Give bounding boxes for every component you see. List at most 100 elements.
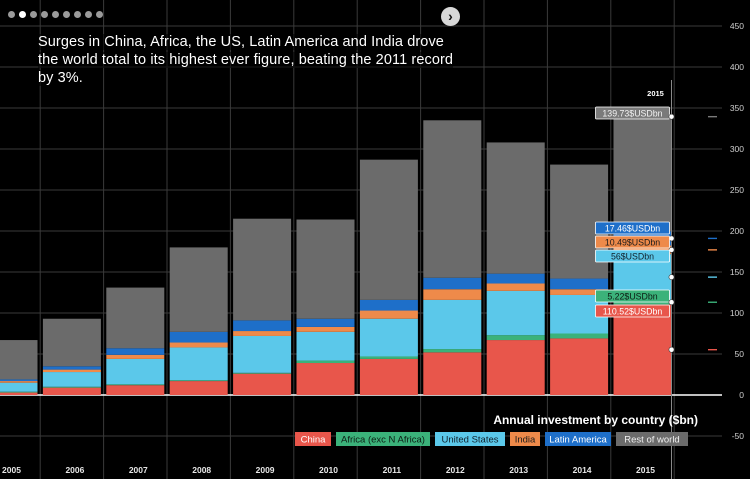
- bar-segment-us-2007: [106, 358, 165, 385]
- bar-segment-rest-2012: [423, 120, 482, 278]
- legend-label-india: India: [515, 435, 536, 446]
- bar-segment-rest-2007: [106, 287, 165, 349]
- bar-segment-us-2011: [359, 318, 418, 357]
- bar-segment-rest-2011: [359, 159, 418, 300]
- legend-item-rest: [616, 432, 688, 446]
- bar-segment-china-2013: [486, 340, 545, 395]
- bar-segment-rest-2009: [233, 218, 292, 321]
- value-tag-latam: [595, 221, 670, 235]
- bar-segment-africa-2014: [550, 333, 609, 339]
- bar-segment-china-2005: [0, 392, 38, 395]
- bar-segment-china-2015: [613, 304, 672, 395]
- caption-text: Surges in China, Africa, the US, Latin A…: [38, 34, 454, 86]
- bar-segment-us-2009: [233, 335, 292, 373]
- bar-segment-latam-2009: [233, 320, 292, 332]
- chart-title: Annual investment by country ($bn): [493, 413, 698, 427]
- pager-dot[interactable]: [85, 11, 92, 18]
- bar-segment-latam-2005: [0, 379, 38, 382]
- bar-segment-china-2011: [359, 358, 418, 395]
- bar-segment-china-2009: [233, 373, 292, 395]
- bar-segment-africa-2007: [106, 384, 165, 386]
- x-tick-label: 2005: [2, 465, 21, 475]
- y-tick-label: 0: [739, 390, 744, 400]
- value-marker-us: [668, 274, 675, 281]
- legend-item-latam: [545, 432, 611, 446]
- x-tick-label: 2011: [383, 465, 402, 475]
- bar-segment-rest-2008: [169, 247, 228, 332]
- pager-dot[interactable]: [63, 11, 70, 18]
- value-tag-us: [595, 249, 670, 263]
- legend-label-china: China: [301, 435, 327, 446]
- bar-segment-us-2008: [169, 347, 228, 381]
- legend-label-africa: Africa (exc N Africa): [341, 435, 425, 446]
- pager-dot[interactable]: [96, 11, 103, 18]
- next-slide-button[interactable]: ›: [441, 7, 460, 26]
- legend-item-us: [435, 432, 505, 446]
- bar-segment-latam-2007: [106, 348, 165, 355]
- pager-dot[interactable]: [52, 11, 59, 18]
- legend-item-india: [510, 432, 540, 446]
- bar-segment-us-2005: [0, 382, 38, 392]
- bar-segment-india-2012: [423, 289, 482, 300]
- bar-segment-latam-2006: [42, 366, 101, 370]
- bar-segment-india-2007: [106, 354, 165, 359]
- y-tick-label: -50: [732, 431, 745, 441]
- value-tag-text-latam: 17.46$USDbn: [605, 224, 660, 234]
- bar-segment-latam-2014: [550, 278, 609, 290]
- x-tick-label: 2010: [319, 465, 338, 475]
- y-tick-label: 100: [730, 308, 744, 318]
- highlight-year-label: 2015: [647, 89, 664, 98]
- bar-segment-latam-2008: [169, 331, 228, 343]
- bar-segment-rest-2015: [613, 116, 672, 232]
- legend-label-us: United States: [441, 435, 498, 446]
- bar-segment-china-2007: [106, 385, 165, 395]
- bar-segment-latam-2013: [486, 273, 545, 284]
- bar-segment-india-2010: [296, 326, 355, 332]
- bar-segment-us-2010: [296, 331, 355, 361]
- bar-segment-india-2005: [0, 381, 38, 383]
- value-tag-text-africa: 5.22$USDbn: [607, 292, 657, 302]
- x-tick-label: 2008: [192, 465, 211, 475]
- value-tag-africa: [595, 289, 670, 303]
- bar-segment-rest-2013: [486, 142, 545, 274]
- x-tick-label: 2006: [65, 465, 84, 475]
- legend-label-latam: Latin America: [549, 435, 607, 446]
- x-tick-label: 2007: [129, 465, 148, 475]
- value-tag-text-us: 56$USDbn: [611, 252, 654, 262]
- y-tick-label: 50: [735, 349, 745, 359]
- bar-segment-us-2012: [423, 299, 482, 350]
- bar-segment-africa-2011: [359, 356, 418, 359]
- bar-segment-china-2006: [42, 387, 101, 395]
- x-tick-label: 2013: [509, 465, 528, 475]
- y-tick-label: 150: [730, 267, 744, 277]
- value-tag-text-india: 10.49$USDbn: [605, 238, 660, 248]
- bar-segment-china-2012: [423, 352, 482, 395]
- value-marker-china: [668, 346, 675, 353]
- bar-segment-india-2008: [169, 342, 228, 348]
- bar-segment-india-2006: [42, 369, 101, 373]
- value-tag-china: [595, 304, 670, 318]
- y-tick-label: 200: [730, 226, 744, 236]
- value-marker-rest: [668, 113, 675, 120]
- bar-segment-china-2014: [550, 338, 609, 395]
- pager-dot[interactable]: [30, 11, 37, 18]
- y-tick-label: 450: [730, 21, 744, 31]
- pager-dot[interactable]: [41, 11, 48, 18]
- bar-segment-china-2008: [169, 381, 228, 395]
- y-tick-label: 350: [730, 103, 744, 113]
- bar-segment-africa-2008: [169, 380, 228, 382]
- bar-segment-africa-2009: [233, 372, 292, 374]
- legend-item-africa: [336, 432, 430, 446]
- value-tag-rest: [595, 106, 670, 120]
- bar-segment-india-2013: [486, 283, 545, 291]
- pager-dot[interactable]: [19, 11, 26, 18]
- value-tag-text-china: 110.52$USDbn: [603, 307, 663, 317]
- y-tick-label: 400: [730, 62, 744, 72]
- bar-segment-latam-2011: [359, 299, 418, 311]
- x-tick-label: 2009: [256, 465, 275, 475]
- pager-dot[interactable]: [74, 11, 81, 18]
- pager-dot[interactable]: [8, 11, 15, 18]
- bar-segment-rest-2006: [42, 318, 101, 367]
- x-tick-label: 2015: [636, 465, 655, 475]
